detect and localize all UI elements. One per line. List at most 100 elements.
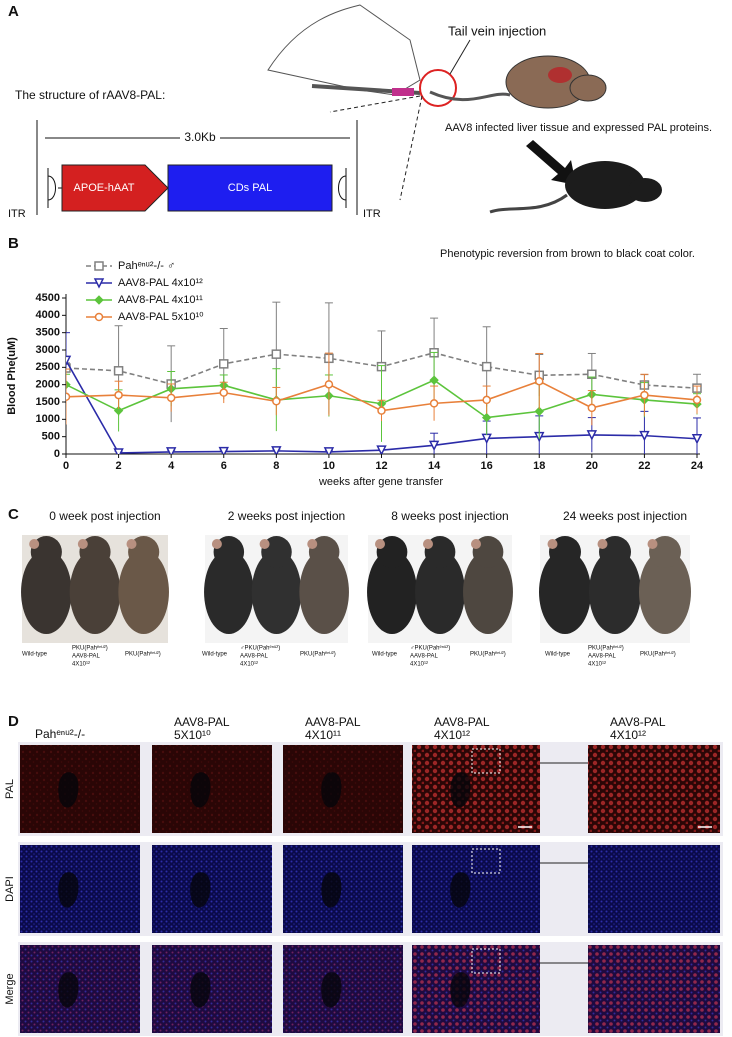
mouse (639, 550, 691, 634)
x-tick-label: 22 (638, 460, 650, 472)
column-label: AAV8-PAL (305, 715, 361, 729)
ear (259, 539, 270, 549)
marker (271, 446, 282, 454)
y-tick-label: 2500 (36, 361, 60, 373)
column-label: 5X10¹⁰ (174, 728, 211, 742)
micrograph-texture (283, 745, 403, 833)
pointer-line (449, 39, 471, 75)
vessel (450, 972, 471, 1008)
itr-right (338, 168, 347, 208)
x-tick-label: 2 (116, 460, 122, 472)
column-label: 4X10¹² (610, 728, 646, 742)
marker (323, 447, 335, 454)
photo-caption: 4X10¹² (72, 662, 90, 668)
vessel (321, 772, 342, 808)
marker (94, 295, 104, 305)
x-tick-label: 24 (691, 460, 704, 472)
column-label: 4X10¹¹ (305, 728, 341, 742)
marker (66, 355, 72, 367)
marker (377, 406, 386, 415)
photo-caption: Wild-type (202, 652, 228, 658)
marker (428, 440, 440, 452)
photo-title: 2 weeks post injection (228, 509, 345, 523)
vessel (190, 872, 211, 908)
marker (429, 375, 439, 385)
marker (93, 278, 105, 289)
ear (547, 539, 558, 549)
dashed-line (329, 95, 421, 113)
x-tick-label: 18 (533, 460, 545, 472)
vessel (321, 972, 342, 1008)
panel-a: A Tail vein injection The structure of r… (8, 3, 712, 260)
marker (271, 349, 282, 359)
marker (640, 390, 649, 400)
micrograph-texture (412, 845, 540, 933)
micrograph-texture (588, 845, 720, 933)
ear (211, 539, 222, 549)
mouse (539, 550, 591, 634)
photo-caption: ♂PKU(Pahᵉⁿᵘ²) (240, 645, 280, 652)
marker (482, 395, 491, 405)
micrograph-texture (412, 945, 540, 1033)
y-tick-label: 1500 (36, 396, 60, 408)
marker (481, 433, 492, 445)
vessel (58, 772, 79, 808)
panel-b: B Blood Phe(uM) weeks after gene transfe… (6, 235, 704, 488)
photo-caption: 4X10¹² (588, 662, 606, 668)
micrograph-texture (152, 745, 272, 833)
mouse (463, 550, 513, 634)
row-label: DAPI (4, 876, 16, 902)
photo-caption: AAV8-PAL (72, 654, 100, 660)
legend-label: Pahᵉⁿᵘ²-/- ♂ (118, 260, 175, 272)
mouse (204, 550, 254, 634)
marker (535, 376, 544, 386)
ear (77, 539, 88, 549)
column-label: AAV8-PAL (174, 715, 230, 729)
photo-title: 24 weeks post injection (563, 509, 687, 523)
photo-caption: PKU(Pahᵉⁿᵘ²) (640, 651, 676, 658)
y-tick-label: 4500 (36, 292, 60, 304)
marker (113, 366, 124, 376)
syringe-liquid (392, 88, 414, 96)
y-tick-label: 2000 (36, 379, 60, 391)
zoom-box (471, 848, 501, 874)
liver (548, 67, 572, 83)
photo-caption: AAV8-PAL (410, 654, 438, 660)
length-label: 3.0Kb (184, 130, 216, 144)
y-tick-label: 0 (54, 448, 60, 460)
photo-caption: PKU(Pahᵉⁿᵘ²) (72, 645, 108, 652)
liver-note: AAV8 infected liver tissue and expressed… (445, 122, 712, 134)
y-tick-label: 1000 (36, 413, 60, 425)
marker (691, 433, 703, 445)
mouse (299, 550, 349, 634)
itr-label: ITR (8, 208, 26, 220)
mouse (415, 550, 465, 634)
ear (307, 539, 318, 549)
vessel (58, 872, 79, 908)
vessel (321, 872, 342, 908)
micrograph-texture (588, 945, 720, 1033)
ear (471, 539, 481, 549)
marker (481, 412, 492, 423)
x-tick-label: 6 (221, 460, 227, 472)
x-tick-label: 20 (586, 460, 598, 472)
legend-label: AAV8-PAL 4x10¹² (118, 277, 203, 289)
photo-caption: ♂PKU(Pahᵉⁿᵘ²) (410, 645, 450, 652)
photo-caption: PKU(Pahᵉⁿᵘ²) (588, 645, 624, 652)
marker (534, 406, 544, 417)
row-label: Merge (4, 973, 16, 1004)
plot-area (66, 301, 703, 454)
ear (29, 539, 40, 549)
marker (219, 388, 228, 397)
mouse (118, 550, 169, 634)
vessel (450, 772, 471, 808)
micrograph-texture (20, 945, 140, 1033)
series (66, 352, 702, 426)
marker (586, 430, 598, 441)
mouse (69, 550, 121, 634)
legend-label: AAV8-PAL 4x10¹¹ (118, 294, 203, 306)
tail (429, 90, 511, 102)
x-tick-label: 4 (168, 460, 175, 472)
x-tick-label: 10 (323, 460, 335, 472)
